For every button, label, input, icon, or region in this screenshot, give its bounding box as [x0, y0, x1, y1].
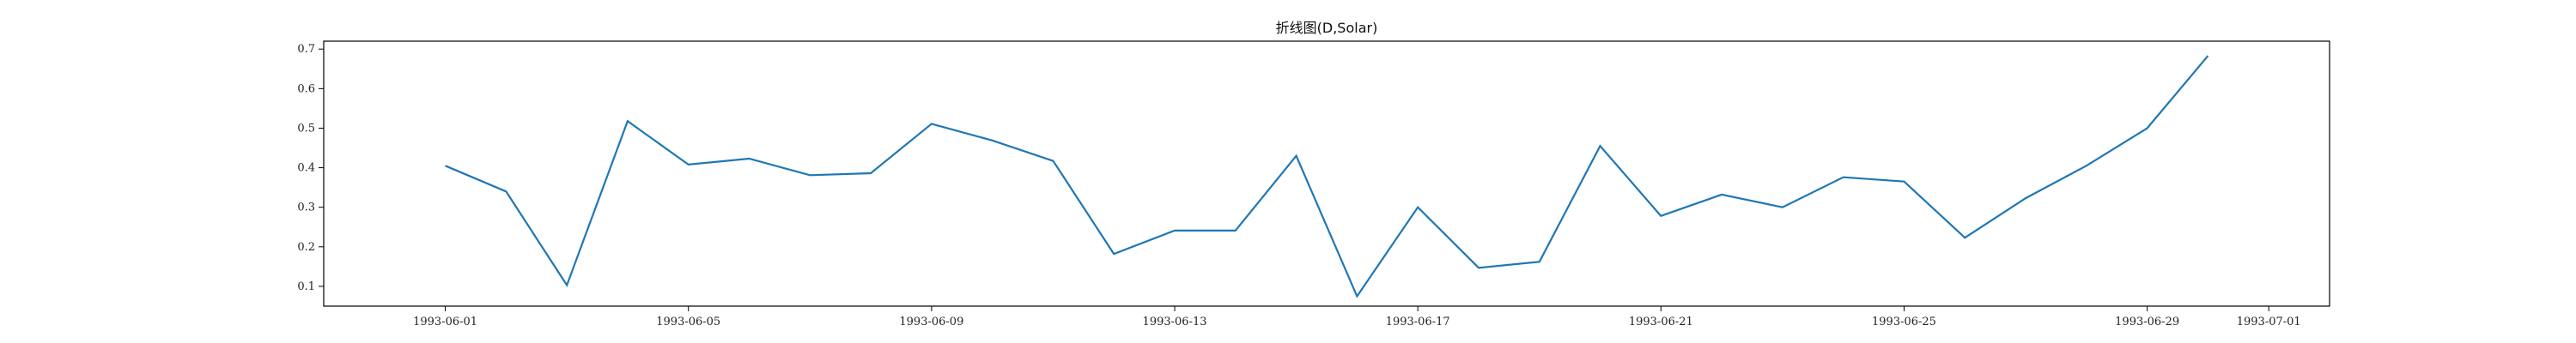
- x-tick-label: 1993-06-05: [656, 316, 720, 328]
- plot-frame: [323, 40, 2330, 307]
- x-tick-label: 1993-06-21: [1629, 316, 1693, 328]
- chart-title: 折线图(D,Solar): [1276, 20, 1378, 36]
- x-tick-label: 1993-06-29: [2115, 316, 2179, 328]
- y-tick-label: 0.1: [297, 280, 315, 293]
- x-tick-label: 1993-06-09: [899, 316, 963, 328]
- y-tick-label: 0.2: [297, 241, 315, 254]
- y-tick-label: 0.6: [297, 82, 315, 95]
- x-tick-label: 1993-06-13: [1143, 316, 1207, 328]
- y-tick-label: 0.4: [297, 162, 315, 175]
- y-tick-label: 0.7: [297, 43, 315, 56]
- series-line: [445, 55, 2209, 298]
- y-tick-label: 0.3: [297, 202, 315, 214]
- y-tick-label: 0.5: [297, 122, 315, 135]
- series-layer: [445, 55, 2209, 298]
- x-tick-label: 1993-06-25: [1872, 316, 1936, 328]
- y-axis: 0.1 0.2 0.3 0.4 0.5 0.6 0.7: [297, 43, 324, 293]
- x-axis: 1993-06-01 1993-06-05 1993-06-09 1993-06-13…: [413, 306, 2301, 328]
- x-tick-label: 1993-06-01: [413, 316, 477, 328]
- x-tick-label: 1993-06-17: [1386, 316, 1450, 328]
- x-tick-label: 1993-07-01: [2237, 316, 2301, 328]
